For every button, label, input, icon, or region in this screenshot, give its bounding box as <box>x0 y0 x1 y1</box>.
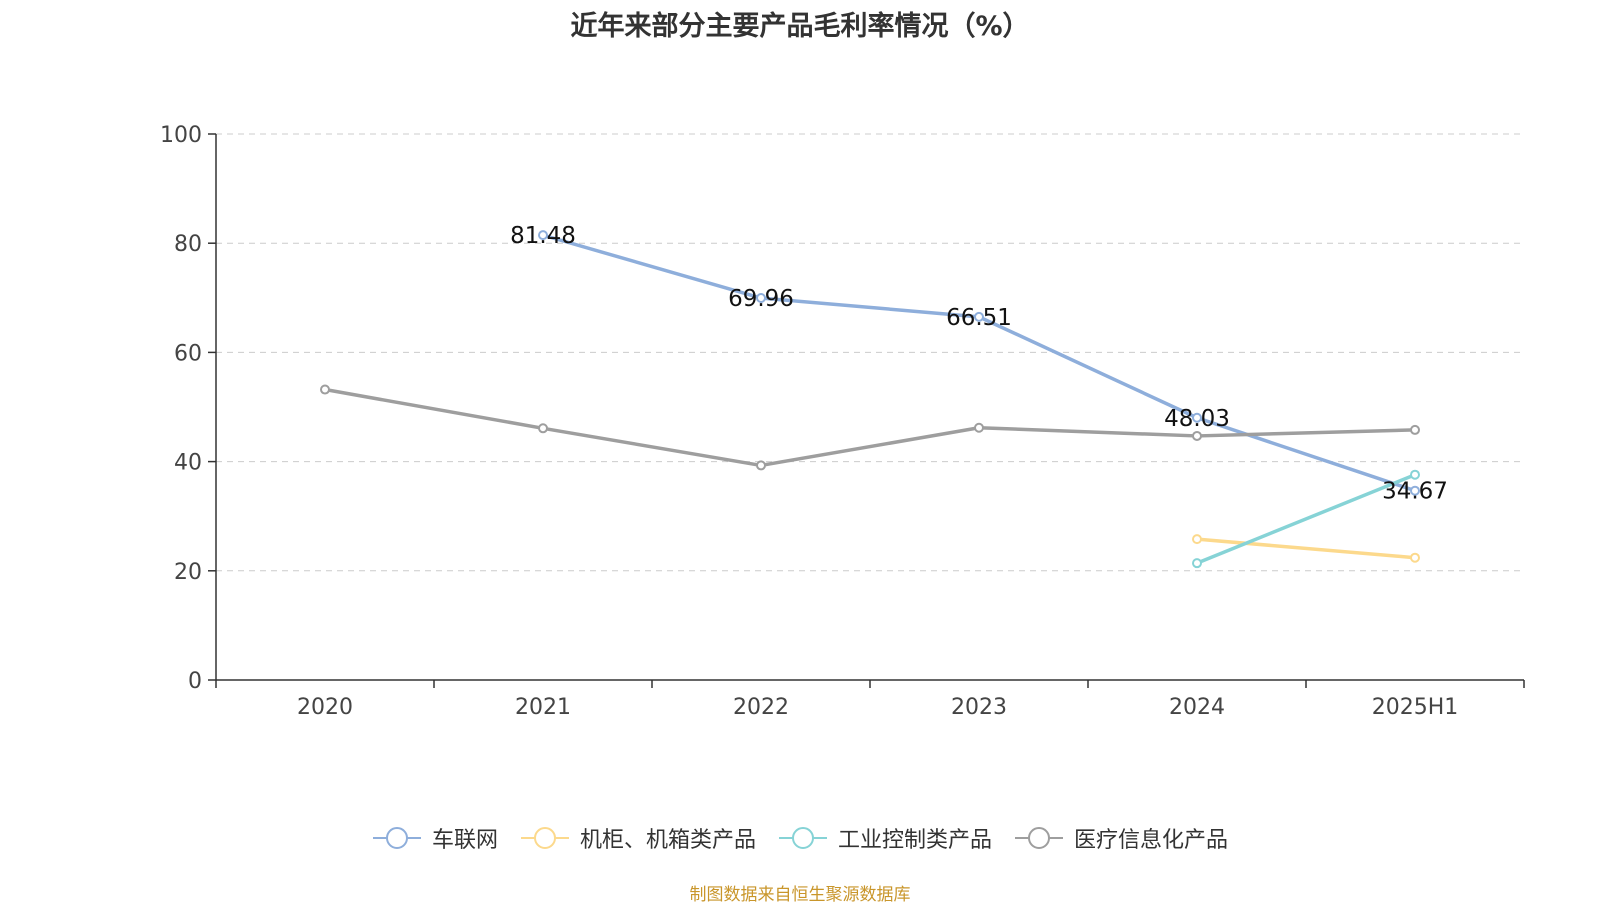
data-point <box>1410 552 1420 563</box>
data-point <box>974 422 984 433</box>
y-tick-label: 40 <box>174 451 202 476</box>
data-point <box>756 460 766 471</box>
legend-item[interactable]: 工业控制类产品 <box>778 822 992 854</box>
legend-item[interactable]: 机柜、机箱类产品 <box>520 822 756 854</box>
legend: 车联网 机柜、机箱类产品 工业控制类产品 医疗信息化产品 <box>0 822 1600 854</box>
series-points <box>320 230 1420 569</box>
data-point <box>1410 485 1420 496</box>
data-point <box>538 230 548 241</box>
x-tick-label: 2023 <box>951 695 1007 720</box>
legend-label: 工业控制类产品 <box>838 828 993 853</box>
x-tick-label: 2020 <box>297 695 353 720</box>
x-tick-label: 2021 <box>515 695 571 720</box>
legend-item[interactable]: 车联网 <box>372 822 498 854</box>
data-label: 48.03 <box>1164 406 1230 432</box>
legend-label: 医疗信息化产品 <box>1074 828 1229 853</box>
legend-marker-icon <box>372 825 422 851</box>
y-tick-label: 80 <box>174 232 202 257</box>
data-point <box>1192 412 1202 423</box>
data-point <box>756 293 766 304</box>
legend-marker-icon <box>1014 825 1064 851</box>
x-tick-label: 2022 <box>733 695 789 720</box>
data-label: 69.96 <box>728 286 794 312</box>
data-labels: 81.48 69.96 66.51 48.03 34.67 <box>510 223 1448 505</box>
legend-item[interactable]: 医疗信息化产品 <box>1014 822 1228 854</box>
data-point <box>1192 534 1202 545</box>
grid-lines <box>216 133 1524 572</box>
y-tick-label: 60 <box>174 341 202 366</box>
chart-title: 近年来部分主要产品毛利率情况（%） <box>570 11 1030 42</box>
data-label: 34.67 <box>1382 479 1448 505</box>
series-line <box>541 233 1417 493</box>
axes: 0 20 40 60 80 100 2020 2021 2022 2023 2024 2025H1 <box>160 123 1525 720</box>
line-chart: 0 20 40 60 80 100 2020 2021 2022 2023 2024 2025H1 8… <box>160 123 1525 720</box>
data-point <box>974 311 984 322</box>
legend-label: 车联网 <box>431 828 498 853</box>
x-tick-label: 2024 <box>1169 695 1225 720</box>
data-point <box>1410 469 1420 480</box>
series-line <box>323 387 1417 468</box>
data-point <box>1192 430 1202 441</box>
y-tick-label: 100 <box>160 123 202 148</box>
series-lines <box>323 233 1417 565</box>
legend-label: 机柜、机箱类产品 <box>579 828 756 853</box>
data-label: 81.48 <box>510 223 576 249</box>
x-tick-label: 2025H1 <box>1372 695 1459 720</box>
legend-marker-icon <box>520 825 570 851</box>
data-point <box>1192 558 1202 569</box>
series-line <box>1195 472 1417 565</box>
data-label: 66.51 <box>946 305 1012 331</box>
series-line <box>1195 537 1417 560</box>
y-tick-label: 20 <box>174 560 202 585</box>
data-point <box>320 384 330 395</box>
source-note: 制图数据来自恒生聚源数据库 <box>689 885 911 905</box>
data-point <box>538 423 548 434</box>
data-point <box>1410 424 1420 435</box>
y-tick-label: 0 <box>188 669 202 694</box>
legend-marker-icon <box>778 825 828 851</box>
